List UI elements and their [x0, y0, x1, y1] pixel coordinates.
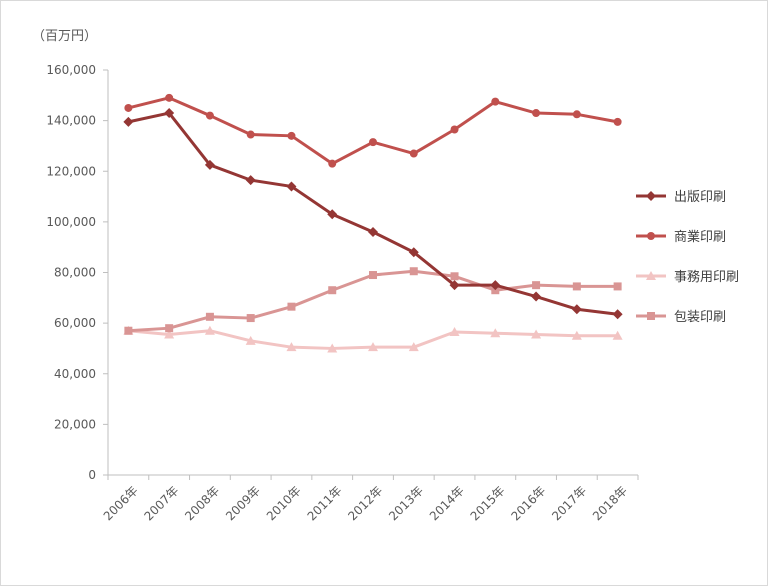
- legend-item: 出版印刷: [636, 190, 726, 205]
- legend-marker: [646, 191, 656, 201]
- data-point: [613, 117, 622, 126]
- data-point: [204, 325, 215, 335]
- data-point: [532, 109, 541, 118]
- x-tick-label: 2017年: [549, 483, 589, 523]
- legend-item: 事務用印刷: [636, 270, 739, 285]
- data-point: [286, 342, 297, 352]
- data-point: [408, 247, 419, 258]
- data-point: [571, 330, 582, 340]
- data-point: [123, 116, 134, 127]
- y-axis-unit-label: （百万円）: [32, 29, 97, 44]
- data-point: [409, 267, 418, 276]
- data-point: [571, 304, 582, 315]
- data-point: [124, 103, 133, 112]
- x-tick-label: 2016年: [508, 483, 548, 523]
- x-tick-label: 2014年: [427, 483, 467, 523]
- data-point: [287, 131, 296, 140]
- data-point: [245, 175, 256, 186]
- data-point: [408, 342, 419, 352]
- data-point: [368, 227, 378, 237]
- y-tick-label: 80,000: [54, 266, 96, 280]
- data-point: [165, 93, 174, 102]
- series-3: [123, 325, 623, 353]
- series-4: [124, 267, 622, 335]
- x-axis: 2006年 2007年 2008年 2009年 2010年 2011年 2012年 2013年…: [101, 474, 639, 523]
- legend-label: 事務用印刷: [674, 270, 739, 285]
- x-tick-label: 2007年: [142, 483, 182, 523]
- x-tick-label: 2010年: [264, 483, 304, 523]
- data-point: [164, 108, 175, 119]
- x-tick-label: 2011年: [305, 483, 345, 523]
- data-point: [613, 282, 622, 291]
- data-point: [572, 282, 581, 291]
- data-point: [165, 324, 174, 333]
- data-point: [328, 286, 337, 295]
- x-tick-label: 2015年: [468, 483, 508, 523]
- data-point: [491, 97, 500, 106]
- y-tick-label: 140,000: [46, 114, 96, 128]
- legend-item: 包装印刷: [636, 310, 726, 325]
- data-point: [204, 159, 215, 170]
- x-tick-label: 2018年: [590, 483, 630, 523]
- y-tick-label: 40,000: [54, 367, 96, 381]
- data-point: [205, 312, 214, 321]
- data-point: [205, 111, 214, 120]
- data-point: [490, 280, 501, 291]
- data-point: [368, 342, 378, 352]
- data-point: [450, 272, 459, 281]
- data-point: [531, 291, 542, 302]
- y-axis: 0 20,000 40,000 60,000 80,000 100,000 120,000 1…: [46, 63, 109, 482]
- data-point: [327, 209, 338, 220]
- data-point: [491, 286, 500, 295]
- y-tick-label: 160,000: [46, 63, 96, 77]
- data-point: [245, 335, 256, 345]
- data-point: [287, 302, 296, 311]
- data-point: [246, 130, 255, 139]
- y-tick-label: 60,000: [54, 316, 96, 330]
- data-point: [369, 271, 377, 280]
- data-point: [612, 330, 623, 340]
- data-point: [490, 328, 501, 338]
- legend-marker: [646, 271, 656, 280]
- legend-marker: [647, 312, 655, 320]
- data-point: [449, 280, 460, 291]
- legend-label: 出版印刷: [674, 190, 726, 205]
- data-point: [328, 159, 337, 168]
- data-point: [327, 343, 338, 353]
- legend-label: 包装印刷: [674, 310, 726, 325]
- y-tick-label: 20,000: [54, 417, 96, 431]
- data-point: [450, 125, 459, 134]
- data-point: [409, 149, 418, 158]
- data-point: [532, 281, 541, 290]
- x-tick-label: 2012年: [345, 483, 385, 523]
- data-point: [286, 181, 297, 192]
- x-tick-label: 2013年: [386, 483, 426, 523]
- y-tick-label: 100,000: [46, 215, 96, 229]
- data-point: [124, 326, 133, 335]
- data-point: [531, 329, 542, 339]
- x-tick-label: 2006年: [101, 483, 141, 523]
- x-tick-label: 2009年: [223, 483, 263, 523]
- data-point: [164, 329, 175, 339]
- data-point: [449, 326, 460, 336]
- data-point: [369, 138, 377, 147]
- data-point: [246, 314, 255, 323]
- series-2: [124, 93, 622, 168]
- y-tick-label: 0: [88, 468, 96, 482]
- series-layer: [123, 93, 623, 353]
- y-tick-label: 120,000: [46, 164, 96, 178]
- legend-item: 商業印刷: [636, 229, 726, 245]
- series-line: [128, 269, 618, 333]
- legend-label: 商業印刷: [674, 229, 726, 245]
- series-1: [123, 108, 623, 320]
- data-point: [612, 309, 623, 320]
- data-point: [572, 110, 581, 119]
- legend-marker: [647, 232, 655, 240]
- x-tick-label: 2008年: [182, 483, 222, 523]
